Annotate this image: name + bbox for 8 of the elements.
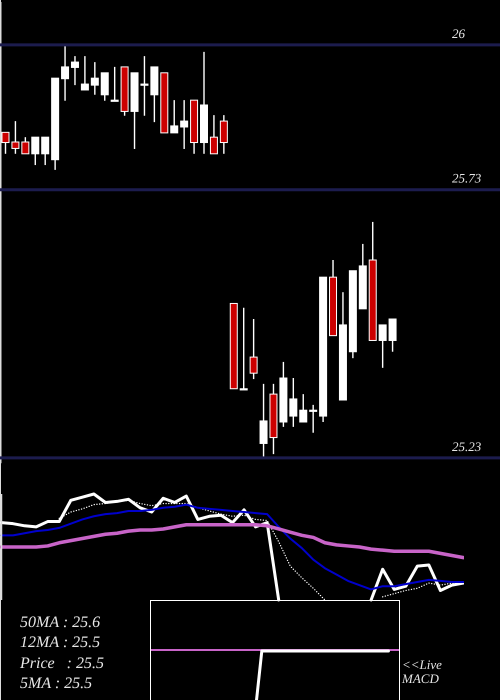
text: 5MA : 25.5 (20, 674, 94, 694)
text: 50MA : 25.6 (20, 613, 102, 633)
text: 12MA : 25.5 (20, 633, 102, 654)
y-tick-label: 26 (452, 26, 466, 41)
y-tick-label: 25.73 (452, 170, 482, 186)
text: <<Live MACD (402, 657, 443, 686)
text: Price : 25.5 (20, 654, 105, 674)
y-tick-label: 25.23 (452, 438, 482, 454)
